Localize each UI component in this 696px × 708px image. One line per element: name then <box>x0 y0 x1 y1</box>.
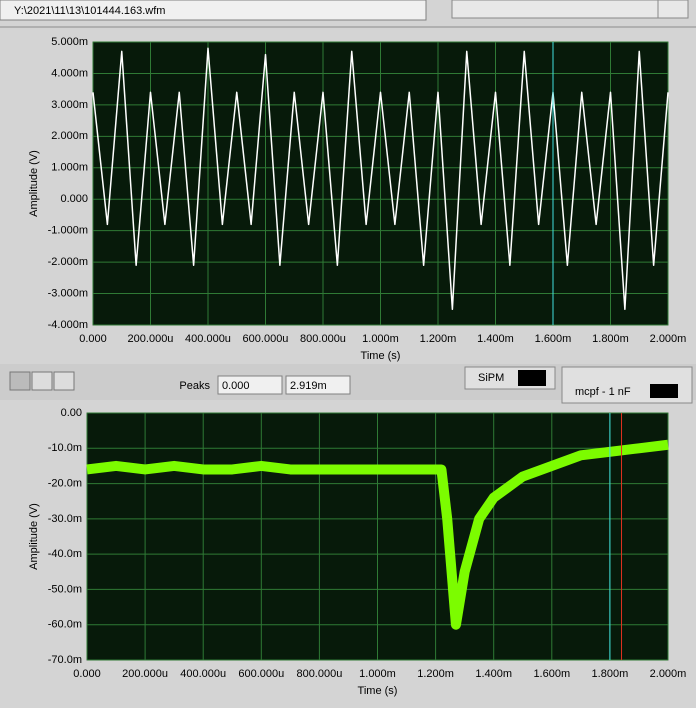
x-tick-label: 1.200m <box>417 668 454 680</box>
scrollbar[interactable] <box>451 0 663 19</box>
zoom-tool[interactable] <box>31 371 53 391</box>
y-tick-label: 2.000m <box>51 130 88 142</box>
x-tick-label: 400.000u <box>180 668 226 680</box>
peaks-field[interactable] <box>285 375 351 395</box>
y-tick-label: -2.000m <box>48 256 88 268</box>
y-tick-label: 5.000m <box>51 36 88 48</box>
peaks-field[interactable] <box>217 375 283 395</box>
x-tick-label: 1.600m <box>533 668 570 680</box>
y-tick-label: 1.000m <box>51 162 88 174</box>
y-tick-label: 0.000 <box>60 193 88 205</box>
y-axis-label: Amplitude (V) <box>28 150 40 217</box>
y-axis-label: Amplitude (V) <box>28 503 40 570</box>
y-tick-label: -50.0m <box>48 583 82 595</box>
x-tick-label: 2.000m <box>650 333 687 345</box>
pan-tool[interactable] <box>53 371 75 391</box>
x-tick-label: 600.000u <box>243 333 289 345</box>
peaks-label: Peaks <box>179 380 210 392</box>
y-tick-label: 0.00 <box>61 407 82 419</box>
path-field[interactable] <box>0 0 427 21</box>
y-tick-label: -70.0m <box>48 654 82 666</box>
x-tick-label: 800.000u <box>300 333 346 345</box>
peaks-value: 2.919m <box>290 380 327 392</box>
scroll-button[interactable] <box>657 0 689 19</box>
x-tick-label: 600.000u <box>238 668 284 680</box>
x-tick-label: 1.800m <box>592 668 629 680</box>
waveform <box>92 47 669 311</box>
x-tick-label: 200.000u <box>128 333 174 345</box>
x-tick-label: 1.800m <box>592 333 629 345</box>
y-tick-label: -20.0m <box>48 477 82 489</box>
x-tick-label: 800.000u <box>296 668 342 680</box>
y-tick-label: -10.0m <box>48 442 82 454</box>
x-tick-label: 200.000u <box>122 668 168 680</box>
y-tick-label: -40.0m <box>48 548 82 560</box>
file-path: Y:\2021\11\13\101444.163.wfm <box>14 5 165 17</box>
y-tick-label: 3.000m <box>51 99 88 111</box>
x-tick-label: 1.600m <box>535 333 572 345</box>
x-tick-label: 2.000m <box>650 668 687 680</box>
x-tick-label: 1.000m <box>362 333 399 345</box>
x-tick-label: 1.400m <box>475 668 512 680</box>
x-tick-label: 1.200m <box>420 333 457 345</box>
y-tick-label: -1.000m <box>48 225 88 237</box>
y-tick-label: -30.0m <box>48 513 82 525</box>
x-axis-label: Time (s) <box>361 350 401 362</box>
y-tick-label: -3.000m <box>48 287 88 299</box>
cursor-tool[interactable] <box>9 371 31 391</box>
waveform <box>86 439 669 630</box>
legend-swatch <box>518 370 546 386</box>
y-tick-label: 4.000m <box>51 67 88 79</box>
x-tick-label: 400.000u <box>185 333 231 345</box>
x-tick-label: 1.000m <box>359 668 396 680</box>
x-tick-label: 1.400m <box>477 333 514 345</box>
legend-button-text: mcpf - 1 nF <box>575 386 631 398</box>
x-tick-label: 0.000 <box>73 668 101 680</box>
legend-button-text: SiPM <box>478 372 504 384</box>
y-tick-label: -4.000m <box>48 319 88 331</box>
separator <box>0 26 696 28</box>
peaks-value: 0.000 <box>222 380 250 392</box>
y-tick-label: -60.0m <box>48 619 82 631</box>
legend-swatch <box>650 384 678 398</box>
x-tick-label: 0.000 <box>79 333 107 345</box>
x-axis-label: Time (s) <box>358 685 398 697</box>
